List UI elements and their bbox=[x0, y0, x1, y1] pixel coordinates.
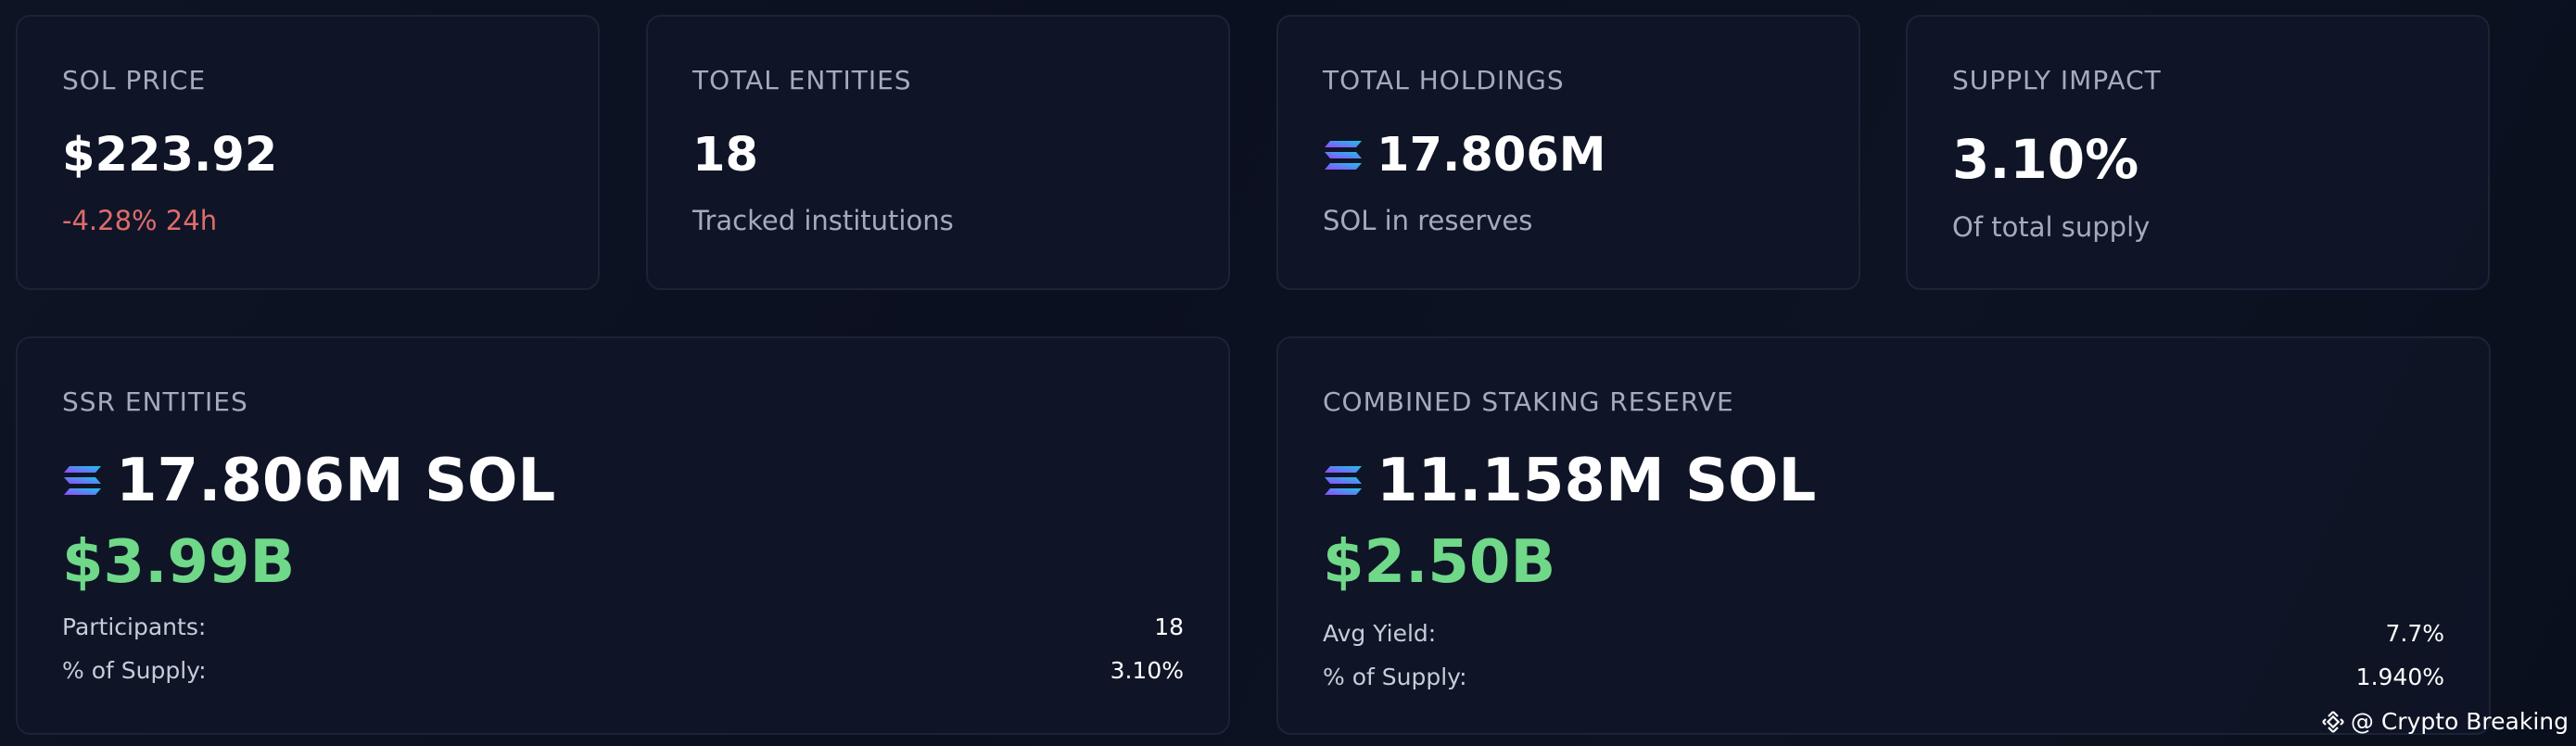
row-value: 3.10% bbox=[1110, 657, 1184, 684]
total-holdings-card: TOTAL HOLDINGS 17.806M SOL in reserves bbox=[1276, 15, 1860, 290]
solana-icon bbox=[1325, 466, 1362, 495]
binance-icon bbox=[2322, 710, 2344, 733]
combined-staking-label: COMBINED STAKING RESERVE bbox=[1323, 386, 1734, 417]
staking-usd-value: $2.50B bbox=[1323, 528, 1556, 597]
ssr-amount: 17.806M SOL bbox=[116, 447, 556, 515]
combined-staking-card: COMBINED STAKING RESERVE 11.158M SOL $2.… bbox=[1276, 336, 2491, 735]
ssr-entities-card: SSR ENTITIES 17.806M SOL $3.99B Particip… bbox=[16, 336, 1230, 735]
staking-row-yield: Avg Yield: 7.7% bbox=[1323, 620, 2444, 647]
sol-price-card: SOL PRICE $223.92 -4.28% 24h bbox=[16, 15, 600, 290]
row-label: % of Supply: bbox=[62, 657, 207, 684]
ssr-row-participants: Participants: 18 bbox=[62, 613, 1184, 640]
total-holdings-sub: SOL in reserves bbox=[1323, 205, 1533, 236]
solana-icon bbox=[64, 466, 101, 495]
watermark-text: @ Crypto Breaking bbox=[2350, 708, 2569, 735]
ssr-row-supply: % of Supply: 3.10% bbox=[62, 657, 1184, 684]
total-holdings-value-row: 17.806M bbox=[1323, 128, 1606, 183]
row-label: Participants: bbox=[62, 613, 207, 640]
supply-impact-sub: Of total supply bbox=[1952, 211, 2151, 243]
staking-amount: 11.158M SOL bbox=[1377, 447, 1817, 515]
supply-impact-card: SUPPLY IMPACT 3.10% Of total supply bbox=[1906, 15, 2490, 290]
sol-price-value: $223.92 bbox=[62, 128, 278, 183]
total-holdings-label: TOTAL HOLDINGS bbox=[1323, 65, 1565, 95]
supply-impact-value: 3.10% bbox=[1952, 128, 2139, 191]
row-value: 18 bbox=[1154, 613, 1184, 640]
ssr-amount-row: 17.806M SOL bbox=[62, 447, 555, 515]
total-entities-label: TOTAL ENTITIES bbox=[692, 65, 912, 95]
total-holdings-value: 17.806M bbox=[1377, 128, 1606, 183]
sol-price-change: -4.28% 24h bbox=[62, 205, 218, 236]
row-value: 1.940% bbox=[2355, 664, 2444, 690]
ssr-usd-value: $3.99B bbox=[62, 528, 296, 597]
row-label: Avg Yield: bbox=[1323, 620, 1437, 647]
total-entities-sub: Tracked institutions bbox=[692, 205, 954, 236]
watermark: @ Crypto Breaking bbox=[2321, 708, 2569, 735]
solana-icon bbox=[1325, 140, 1362, 170]
row-value: 7.7% bbox=[2385, 620, 2444, 647]
staking-row-supply: % of Supply: 1.940% bbox=[1323, 664, 2444, 690]
total-entities-value: 18 bbox=[692, 128, 758, 183]
staking-amount-row: 11.158M SOL bbox=[1323, 447, 1816, 515]
row-label: % of Supply: bbox=[1323, 664, 1467, 690]
sol-price-label: SOL PRICE bbox=[62, 65, 207, 95]
total-entities-card: TOTAL ENTITIES 18 Tracked institutions bbox=[646, 15, 1230, 290]
supply-impact-label: SUPPLY IMPACT bbox=[1952, 65, 2162, 95]
ssr-entities-label: SSR ENTITIES bbox=[62, 386, 248, 417]
